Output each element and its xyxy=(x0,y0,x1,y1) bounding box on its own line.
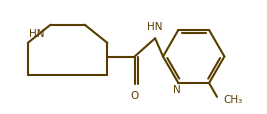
Text: HN: HN xyxy=(29,28,45,38)
Text: CH₃: CH₃ xyxy=(224,94,243,104)
Text: HN: HN xyxy=(147,22,163,32)
Text: N: N xyxy=(173,85,180,95)
Text: O: O xyxy=(131,90,139,100)
